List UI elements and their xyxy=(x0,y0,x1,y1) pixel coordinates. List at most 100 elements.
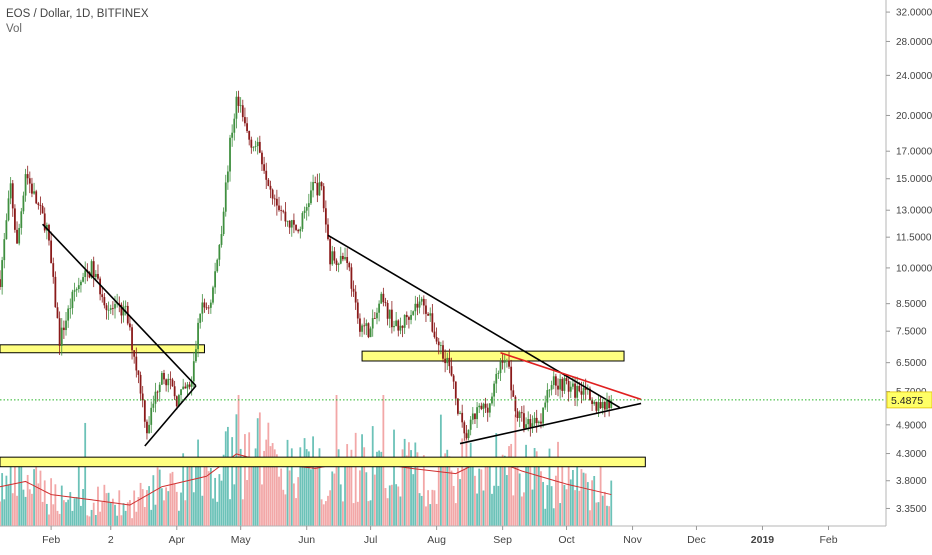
candle-body xyxy=(41,205,44,214)
volume-bar xyxy=(610,480,613,526)
candle-body xyxy=(269,185,272,190)
volume-bar xyxy=(224,431,227,526)
volume-bar xyxy=(48,514,50,526)
volume-bar xyxy=(16,495,18,526)
time-tick-label: 2 xyxy=(108,534,114,546)
volume-bar xyxy=(52,504,55,526)
candle-body xyxy=(565,378,568,381)
candle-body xyxy=(484,403,487,408)
candle-body xyxy=(11,183,14,209)
candle-body xyxy=(410,314,412,320)
volume-bar xyxy=(180,492,182,526)
volume-bar xyxy=(471,465,474,526)
candle-body xyxy=(60,327,63,346)
candle-body xyxy=(422,298,425,306)
volume-bar xyxy=(288,470,291,526)
candle-body xyxy=(320,182,323,187)
volume-bar xyxy=(116,515,119,526)
volume-bar xyxy=(28,489,31,526)
volume-bar xyxy=(367,501,370,526)
candle-body xyxy=(58,318,61,346)
volume-bar xyxy=(99,511,102,526)
volume-bar xyxy=(597,502,600,526)
volume-bar xyxy=(152,475,155,526)
candle-body xyxy=(43,213,46,231)
volume-bar xyxy=(467,466,470,526)
candle-body xyxy=(318,182,321,196)
candle-body xyxy=(190,381,193,387)
volume-bar xyxy=(606,505,608,526)
time-tick-label: Nov xyxy=(623,534,642,546)
candle-body xyxy=(354,291,357,303)
volume-bar xyxy=(20,458,23,526)
candle-body xyxy=(305,207,308,211)
volume-bar xyxy=(427,490,429,526)
volume-bar xyxy=(203,460,206,526)
candle-body xyxy=(546,390,549,403)
candle-body xyxy=(69,308,72,309)
volume-bar xyxy=(412,474,415,526)
volume-bar xyxy=(271,443,274,526)
trendline xyxy=(42,223,197,387)
candle-body xyxy=(195,349,197,362)
candle-body xyxy=(580,391,583,395)
volume-bar xyxy=(595,502,598,526)
candle-body xyxy=(439,345,442,346)
candle-body xyxy=(67,308,70,321)
volume-bar xyxy=(88,516,91,526)
volume-bar xyxy=(361,434,363,526)
price-tick-label: 3.8000 xyxy=(896,476,927,487)
volume-bar xyxy=(207,471,210,526)
volume-bar xyxy=(431,489,434,526)
volume-bar xyxy=(265,439,268,526)
candle-body xyxy=(265,170,268,180)
candle-body xyxy=(488,403,491,413)
candle-body xyxy=(212,287,214,303)
candle-body xyxy=(129,323,131,328)
volume-bar xyxy=(359,470,361,526)
candle-body xyxy=(246,123,248,132)
price-tick-label: 28.0000 xyxy=(896,37,932,48)
volume-bar xyxy=(476,493,478,526)
price-tick-label: 3.3500 xyxy=(896,504,927,515)
time-tick-label: Jun xyxy=(298,534,315,546)
candle-body xyxy=(18,227,21,244)
volume-bar xyxy=(525,444,527,526)
time-tick-label: Jul xyxy=(364,534,377,546)
volume-bar xyxy=(256,418,259,526)
candle-body xyxy=(218,244,221,260)
candle-body xyxy=(523,413,525,429)
price-tick-label: 20.0000 xyxy=(896,111,932,122)
candle-body xyxy=(135,356,138,371)
candle-body xyxy=(244,117,246,124)
volume-bar xyxy=(501,454,504,526)
volume-bar xyxy=(420,495,423,526)
candle-body xyxy=(597,402,600,411)
candle-body xyxy=(80,281,82,286)
volume-bar xyxy=(429,504,432,526)
volume-bar xyxy=(235,414,238,526)
volume-bar xyxy=(148,486,150,526)
volume-bar xyxy=(133,490,136,526)
volume-bar xyxy=(465,432,468,526)
price-tick-label: 4.9000 xyxy=(896,420,927,431)
volume-bar xyxy=(105,493,108,526)
candle-body xyxy=(508,360,510,367)
volume-bar xyxy=(416,452,419,526)
candle-body xyxy=(576,385,579,398)
volume-bar xyxy=(380,451,383,526)
candle-body xyxy=(465,433,468,439)
candle-body xyxy=(199,313,202,323)
candle-body xyxy=(158,384,161,393)
candle-body xyxy=(252,146,255,148)
candle-body xyxy=(469,419,472,430)
candle-body xyxy=(171,379,174,387)
volume-bar xyxy=(461,438,464,526)
volume-bar xyxy=(295,498,297,526)
candle-body xyxy=(50,240,53,264)
volume-bar xyxy=(143,507,146,526)
volume-bar xyxy=(493,485,496,526)
time-tick-label: Oct xyxy=(558,534,574,546)
